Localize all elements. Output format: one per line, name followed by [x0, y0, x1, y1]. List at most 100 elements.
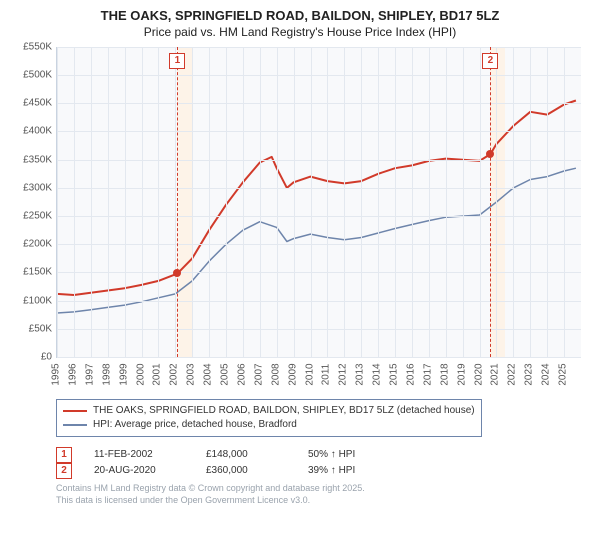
gridline-v	[57, 47, 58, 357]
gridline-v	[480, 47, 481, 357]
gridline-h	[57, 357, 581, 358]
sale-dot	[173, 269, 181, 277]
sale-price: £360,000	[206, 463, 286, 479]
gridline-h	[57, 188, 581, 189]
x-axis-label: 2009	[287, 363, 298, 385]
line-layer	[57, 47, 581, 357]
x-axis-label: 2002	[169, 363, 180, 385]
x-axis-label: 2023	[524, 363, 535, 385]
y-axis-label: £100K	[10, 295, 52, 306]
sale-date: 11-FEB-2002	[94, 447, 184, 463]
gridline-v	[463, 47, 464, 357]
gridline-v	[192, 47, 193, 357]
y-axis-label: £150K	[10, 267, 52, 278]
x-axis-label: 2025	[558, 363, 569, 385]
x-axis-label: 2006	[236, 363, 247, 385]
gridline-v	[158, 47, 159, 357]
x-axis-label: 2010	[304, 363, 315, 385]
y-axis-label: £500K	[10, 70, 52, 81]
x-axis-label: 2003	[186, 363, 197, 385]
plot-container: 12 £0£50K£100K£150K£200K£250K£300K£350K£…	[10, 43, 590, 393]
legend-swatch	[63, 424, 87, 426]
series-price_paid	[57, 100, 576, 295]
gridline-v	[395, 47, 396, 357]
x-axis-label: 2013	[355, 363, 366, 385]
legend-swatch	[63, 410, 87, 412]
gridline-h	[57, 272, 581, 273]
x-axis-label: 2000	[135, 363, 146, 385]
gridline-h	[57, 160, 581, 161]
legend: THE OAKS, SPRINGFIELD ROAD, BAILDON, SHI…	[56, 399, 482, 437]
y-axis-label: £0	[10, 351, 52, 362]
y-axis-label: £450K	[10, 98, 52, 109]
gridline-v	[260, 47, 261, 357]
table-row: 2 20-AUG-2020 £360,000 39% ↑ HPI	[56, 463, 590, 479]
x-axis-label: 2014	[372, 363, 383, 385]
legend-label: THE OAKS, SPRINGFIELD ROAD, BAILDON, SHI…	[93, 404, 475, 418]
x-axis-label: 1995	[51, 363, 62, 385]
legend-item: THE OAKS, SPRINGFIELD ROAD, BAILDON, SHI…	[63, 404, 475, 418]
gridline-v	[175, 47, 176, 357]
gridline-v	[361, 47, 362, 357]
gridline-v	[142, 47, 143, 357]
x-axis-label: 2024	[541, 363, 552, 385]
gridline-h	[57, 103, 581, 104]
footer: Contains HM Land Registry data © Crown c…	[56, 483, 590, 506]
legend-label: HPI: Average price, detached house, Brad…	[93, 418, 297, 432]
gridline-v	[277, 47, 278, 357]
gridline-h	[57, 244, 581, 245]
x-axis-label: 2004	[203, 363, 214, 385]
sales-table: 1 11-FEB-2002 £148,000 50% ↑ HPI 2 20-AU…	[56, 447, 590, 479]
footer-line: Contains HM Land Registry data © Crown c…	[56, 483, 590, 495]
gridline-v	[125, 47, 126, 357]
x-axis-label: 1996	[67, 363, 78, 385]
legend-item: HPI: Average price, detached house, Brad…	[63, 418, 475, 432]
x-axis-label: 2001	[152, 363, 163, 385]
x-axis-label: 2022	[507, 363, 518, 385]
gridline-v	[209, 47, 210, 357]
x-axis-label: 2018	[439, 363, 450, 385]
gridline-h	[57, 75, 581, 76]
sale-dot	[486, 150, 494, 158]
x-axis-label: 2019	[456, 363, 467, 385]
sale-date: 20-AUG-2020	[94, 463, 184, 479]
y-axis-label: £50K	[10, 323, 52, 334]
x-axis-label: 1999	[118, 363, 129, 385]
table-row: 1 11-FEB-2002 £148,000 50% ↑ HPI	[56, 447, 590, 463]
sale-marker-box: 2	[482, 53, 498, 69]
gridline-h	[57, 47, 581, 48]
gridline-v	[513, 47, 514, 357]
gridline-v	[446, 47, 447, 357]
y-axis-label: £550K	[10, 41, 52, 52]
x-axis-label: 2011	[321, 364, 332, 386]
gridline-v	[294, 47, 295, 357]
gridline-h	[57, 216, 581, 217]
chart-title-line2: Price paid vs. HM Land Registry's House …	[10, 25, 590, 39]
y-axis-label: £300K	[10, 182, 52, 193]
gridline-h	[57, 301, 581, 302]
x-axis-label: 2020	[473, 363, 484, 385]
x-axis-label: 2017	[422, 363, 433, 385]
gridline-h	[57, 131, 581, 132]
plot-area: 12	[56, 47, 581, 358]
gridline-v	[547, 47, 548, 357]
gridline-v	[530, 47, 531, 357]
gridline-v	[378, 47, 379, 357]
gridline-v	[311, 47, 312, 357]
x-axis-label: 2021	[490, 363, 501, 385]
gridline-v	[108, 47, 109, 357]
gridline-h	[57, 329, 581, 330]
sale-marker-icon: 1	[56, 447, 72, 463]
chart-title-line1: THE OAKS, SPRINGFIELD ROAD, BAILDON, SHI…	[10, 8, 590, 25]
x-axis-label: 2016	[405, 363, 416, 385]
x-axis-label: 2015	[389, 363, 400, 385]
gridline-v	[412, 47, 413, 357]
gridline-v	[226, 47, 227, 357]
x-axis-label: 1997	[84, 363, 95, 385]
x-axis-label: 2005	[220, 363, 231, 385]
x-axis-label: 1998	[101, 363, 112, 385]
y-axis-label: £400K	[10, 126, 52, 137]
gridline-v	[564, 47, 565, 357]
x-axis-label: 2007	[253, 363, 264, 385]
x-axis-label: 2012	[338, 363, 349, 385]
